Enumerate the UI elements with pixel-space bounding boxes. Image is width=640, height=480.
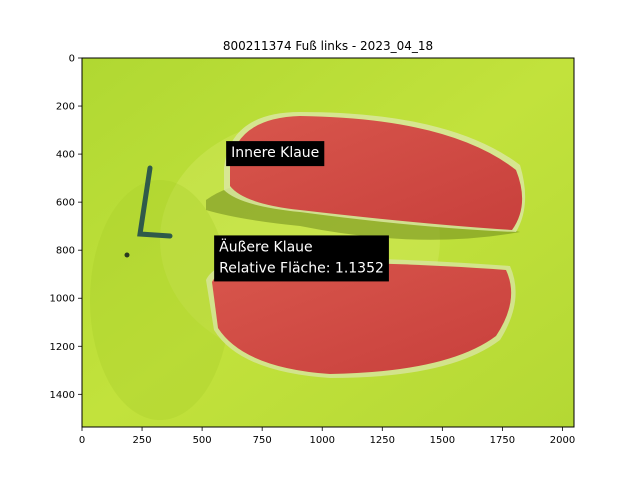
x-axis: 0 250 500 750 1000 1250 1500 1750 2000 — [79, 427, 575, 446]
x-tick-label: 750 — [253, 435, 272, 446]
l-marking — [137, 165, 173, 239]
annotation-text: Innere Klaue — [231, 145, 319, 161]
x-tick-label: 1750 — [490, 435, 515, 446]
annotation-box: Äußere Klaue Relative Fläche: 1.1352 — [214, 235, 389, 282]
x-tick-label: 500 — [193, 435, 212, 446]
y-tick-label: 800 — [56, 246, 75, 257]
y-tick-label: 200 — [56, 102, 75, 113]
y-axis: 0 200 400 600 800 1000 1200 1400 — [50, 54, 82, 401]
x-tick-label: 2000 — [550, 435, 575, 446]
annotation-background — [214, 235, 389, 282]
annotations: Innere Klaue Äußere Klaue Relative Fläche:… — [214, 141, 389, 282]
outer-claw-region — [212, 262, 512, 374]
y-tick-label: 0 — [69, 54, 75, 65]
annotation-text: Äußere Klaue — [219, 237, 313, 255]
annotation-text: Relative Fläche: 1.1352 — [219, 260, 384, 276]
x-tick-label: 250 — [133, 435, 152, 446]
y-tick-label: 1400 — [50, 390, 75, 401]
x-tick-label: 1500 — [430, 435, 455, 446]
chart-title: 800211374 Fuß links - 2023_04_18 — [223, 39, 433, 53]
y-tick-label: 1000 — [50, 294, 75, 305]
y-tick-label: 600 — [56, 198, 75, 209]
y-tick-label: 1200 — [50, 342, 75, 353]
x-tick-label: 1000 — [310, 435, 335, 446]
annotation-box: Innere Klaue — [226, 141, 325, 167]
axes-frame — [81, 57, 575, 428]
annotation-background — [226, 141, 325, 167]
x-tick-label: 1250 — [370, 435, 395, 446]
y-tick-label: 400 — [56, 150, 75, 161]
x-tick-label: 0 — [79, 435, 85, 446]
